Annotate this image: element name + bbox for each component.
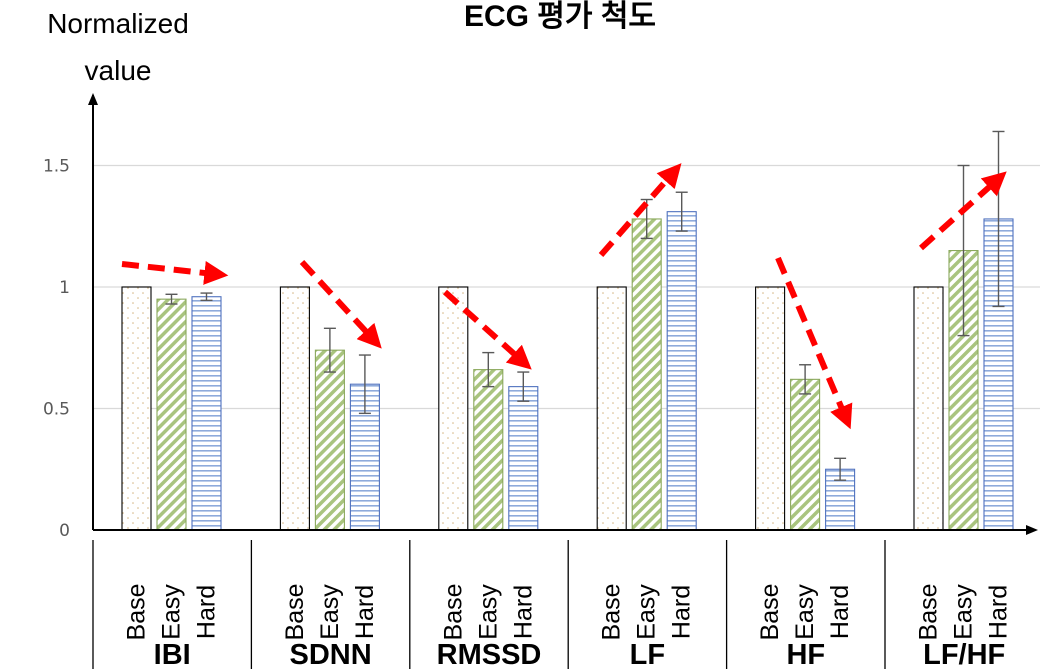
condition-label: Base	[756, 584, 784, 641]
trend-arrow	[598, 163, 682, 257]
condition-label: Easy	[158, 584, 186, 640]
axes	[88, 93, 1038, 535]
bar-base	[121, 286, 152, 531]
condition-label: Hard	[351, 585, 379, 639]
bars	[121, 211, 1014, 531]
bar-hard	[666, 211, 697, 531]
condition-label: Hard	[668, 585, 696, 639]
condition-label: Easy	[791, 584, 819, 640]
x-axis-arrowhead	[1026, 525, 1038, 535]
condition-label: Base	[598, 584, 626, 641]
condition-label: Easy	[316, 584, 344, 640]
y-tick-label: 1	[59, 278, 70, 298]
condition-label: Base	[439, 584, 467, 641]
trend-arrow	[775, 256, 853, 430]
chart-title: ECG 평가 척도	[464, 0, 656, 33]
trend-arrow	[121, 261, 229, 285]
group-label: LF/HF	[923, 639, 1005, 669]
trend-arrows	[121, 163, 1007, 430]
condition-label: Easy	[950, 584, 978, 640]
bar-base	[279, 286, 310, 531]
bar-easy	[790, 378, 821, 531]
y-tick-label: 0.5	[43, 400, 70, 420]
y-tick-label: 0	[59, 521, 70, 541]
bar-base	[913, 286, 944, 531]
bar-easy	[473, 369, 504, 531]
group-label: HF	[786, 639, 825, 669]
bar-easy	[156, 298, 187, 531]
condition-label: Hard	[985, 585, 1013, 639]
bar-easy	[314, 349, 345, 531]
bar-hard	[508, 386, 539, 531]
trend-arrow	[299, 259, 382, 349]
condition-label: Base	[123, 584, 151, 641]
y-axis-arrowhead	[88, 93, 98, 105]
trend-arrow	[919, 171, 1007, 251]
y-axis-label-line1: Normalized	[47, 8, 189, 39]
group-label: IBI	[154, 639, 191, 669]
condition-label: Base	[915, 584, 943, 641]
y-axis-label-line2: value	[85, 55, 152, 86]
gridlines	[93, 164, 1040, 410]
condition-label: Hard	[509, 585, 537, 639]
bar-base	[438, 286, 469, 531]
bar-easy	[631, 218, 662, 531]
condition-label: Hard	[826, 585, 854, 639]
bar-base	[755, 286, 786, 531]
condition-label: Easy	[633, 584, 661, 640]
group-label: LF	[630, 639, 665, 669]
trend-arrow	[442, 289, 532, 370]
y-tick-label: 1.5	[43, 157, 70, 177]
error-bars	[165, 130, 1005, 481]
condition-label: Easy	[474, 584, 502, 640]
group-label: RMSSD	[437, 639, 542, 669]
bar-base	[596, 286, 627, 531]
group-label: SDNN	[290, 639, 372, 669]
bar-hard	[191, 296, 222, 531]
condition-label: Hard	[193, 585, 221, 639]
condition-label: Base	[281, 584, 309, 641]
y-tick-labels: 0 0.5 1 1.5	[43, 157, 70, 542]
